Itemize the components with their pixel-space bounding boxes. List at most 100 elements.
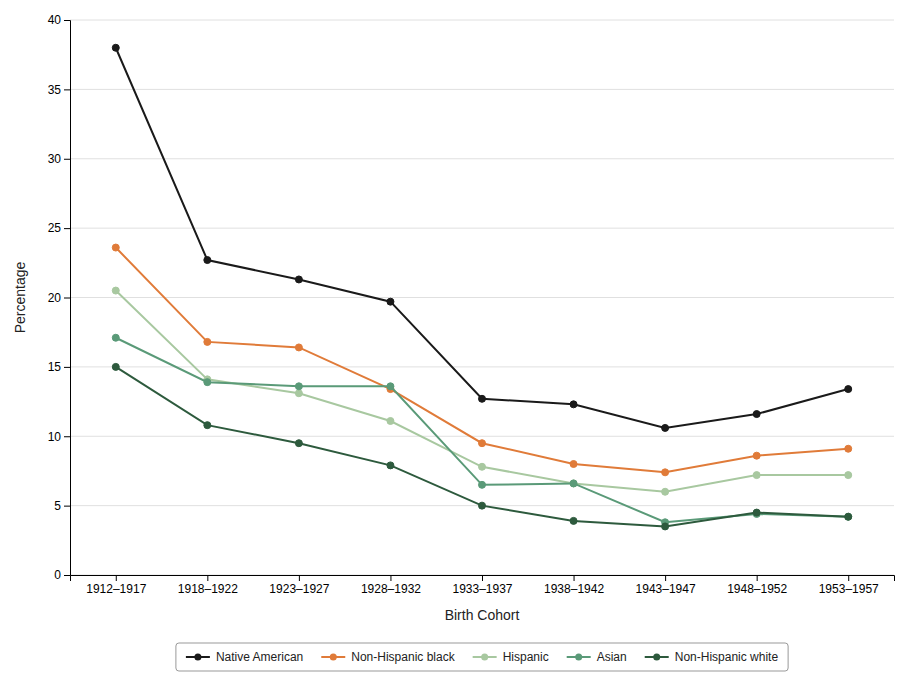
grid-line — [70, 297, 894, 298]
y-tick: 20 — [48, 291, 70, 305]
data-point — [295, 390, 302, 397]
x-tick-label: 1938–1942 — [544, 582, 604, 596]
x-tick: 1923–1927 — [269, 575, 329, 596]
y-tick: 30 — [48, 152, 70, 166]
data-point — [845, 472, 852, 479]
legend-box — [176, 643, 788, 671]
y-tick: 10 — [48, 430, 70, 444]
data-point — [204, 422, 211, 429]
y-tick-label: 25 — [48, 221, 62, 235]
legend-label: Hispanic — [503, 650, 549, 664]
data-point — [295, 344, 302, 351]
x-tick: 1953–1957 — [819, 575, 879, 596]
series-line — [116, 338, 848, 523]
data-point — [112, 44, 119, 51]
x-tick-mark — [482, 575, 483, 581]
legend-item: Non-Hispanic black — [321, 650, 455, 664]
data-point — [753, 509, 760, 516]
y-tick: 15 — [48, 360, 70, 374]
series-line — [116, 367, 848, 527]
x-tick-label: 1918–1922 — [178, 582, 238, 596]
data-point — [753, 472, 760, 479]
data-point — [845, 513, 852, 520]
series-line — [116, 291, 848, 492]
x-tick-label: 1933–1937 — [452, 582, 512, 596]
y-tick: 35 — [48, 83, 70, 97]
data-point — [570, 517, 577, 524]
data-point — [845, 386, 852, 393]
y-tick-label: 15 — [48, 360, 62, 374]
series — [112, 287, 851, 495]
series-group — [112, 44, 851, 530]
y-tick-mark — [64, 159, 70, 160]
y-tick-mark — [64, 367, 70, 368]
data-point — [570, 461, 577, 468]
data-point — [479, 395, 486, 402]
data-point — [570, 401, 577, 408]
y-tick-label: 35 — [48, 83, 62, 97]
data-point — [570, 480, 577, 487]
y-tick-mark — [64, 89, 70, 90]
legend-item: Hispanic — [473, 650, 549, 664]
y-tick: 0 — [54, 568, 70, 582]
data-point — [204, 379, 211, 386]
x-tick-mark — [390, 575, 391, 581]
y-tick-mark — [64, 436, 70, 437]
data-point — [845, 445, 852, 452]
data-point — [845, 513, 852, 520]
y-tick-mark — [64, 20, 70, 21]
legend-label: Asian — [597, 650, 627, 664]
x-tick: 1912–1917 — [86, 575, 146, 596]
x-tick-label: 1943–1947 — [636, 582, 696, 596]
data-point — [295, 440, 302, 447]
y-tick-label: 10 — [48, 430, 62, 444]
legend-marker — [481, 654, 488, 661]
x-tick-mark — [848, 575, 849, 581]
x-tick: 1948–1952 — [727, 575, 787, 596]
data-point — [112, 244, 119, 251]
plot-area: 1912–1917 1918–1922 1923–1927 1928–1932 1933… — [12, 13, 895, 623]
x-tick-mark — [116, 575, 117, 581]
y-tick: 40 — [48, 13, 70, 27]
x-tick-mark — [665, 575, 666, 581]
data-point — [753, 452, 760, 459]
y-tick-label: 40 — [48, 13, 62, 27]
legend-item: Asian — [567, 650, 627, 664]
y-axis-title: Percentage — [12, 261, 28, 333]
series — [112, 363, 851, 530]
data-point — [387, 383, 394, 390]
grid — [70, 20, 894, 575]
x-tick-mark — [207, 575, 208, 581]
legend-marker — [653, 654, 660, 661]
data-point — [204, 338, 211, 345]
x-tick-label: 1912–1917 — [86, 582, 146, 596]
series-line — [116, 248, 848, 473]
y-tick-label: 30 — [48, 152, 62, 166]
data-point — [479, 502, 486, 509]
series — [112, 44, 851, 431]
y-tick-label: 5 — [54, 499, 61, 513]
legend-marker — [194, 654, 201, 661]
grid-line — [70, 20, 894, 21]
data-point — [112, 363, 119, 370]
data-point — [662, 488, 669, 495]
grid-line — [70, 436, 894, 437]
x-tick-label: 1953–1957 — [819, 582, 879, 596]
y-axis: 0 5 10 15 20 25 30 35 40 — [48, 13, 71, 582]
legend-label: Native American — [216, 650, 303, 664]
legend-item: Native American — [186, 650, 303, 664]
legend: Native American Non-Hispanic black Hispani… — [176, 643, 788, 671]
data-point — [387, 417, 394, 424]
data-point — [295, 276, 302, 283]
data-point — [753, 411, 760, 418]
x-tick-label: 1923–1927 — [269, 582, 329, 596]
data-point — [204, 257, 211, 264]
data-point — [479, 481, 486, 488]
data-point — [570, 480, 577, 487]
x-tick-label: 1928–1932 — [361, 582, 421, 596]
chart: 1912–1917 1918–1922 1923–1927 1928–1932 1933… — [0, 0, 919, 700]
y-tick-mark — [64, 506, 70, 507]
x-tick: 1918–1922 — [178, 575, 238, 596]
x-tick: 1933–1937 — [452, 575, 512, 596]
x-axis-title: Birth Cohort — [445, 607, 520, 623]
